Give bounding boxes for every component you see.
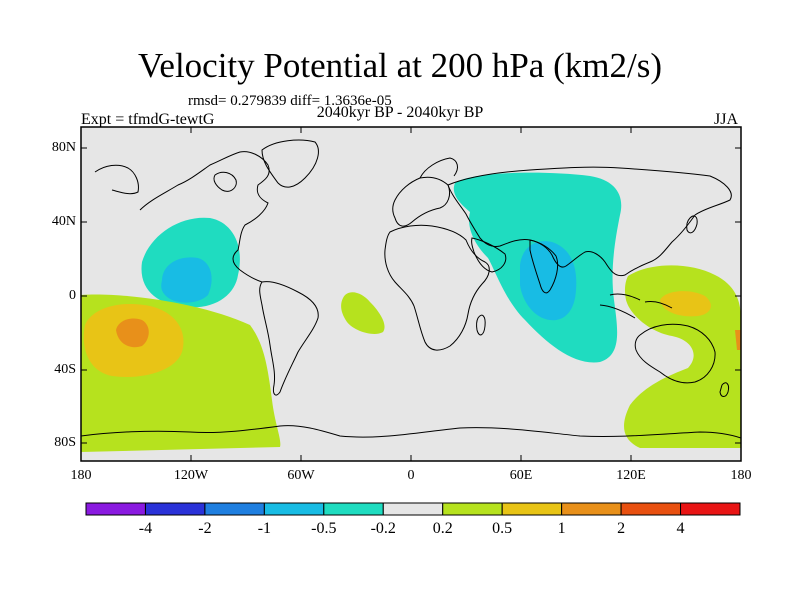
coast-asia <box>447 166 732 277</box>
lat-label: 40S <box>54 362 76 377</box>
coast-north-america <box>139 151 270 283</box>
stats-text: rmsd= 0.279839 diff= 1.3636e-05 <box>188 93 392 109</box>
colorbar-swatch <box>204 502 265 516</box>
coast-india <box>529 239 559 294</box>
colorbar <box>85 502 741 516</box>
colorbar-label: -2 <box>198 520 212 537</box>
axis-ticks <box>81 127 741 461</box>
coast-new-zealand <box>719 382 729 397</box>
colorbar-swatch <box>85 502 146 516</box>
coast-arabia <box>471 237 507 273</box>
contour-pos-edge <box>735 330 741 350</box>
contour-neg-indian-core <box>520 241 577 321</box>
colorbar-label: 0.2 <box>432 520 453 537</box>
colorbar-swatch <box>442 502 503 516</box>
colorbar-label: 0.5 <box>492 520 513 537</box>
coast-antarctica <box>81 425 741 439</box>
colorbar-swatch <box>382 502 444 516</box>
contour-pos-australia <box>624 265 741 448</box>
coast-madagascar <box>476 314 486 336</box>
lon-label: 60E <box>509 468 533 483</box>
coast-japan <box>686 215 698 234</box>
contour-pos-pacific-core <box>116 318 149 348</box>
lon-label: 120W <box>173 468 209 483</box>
coast-africa <box>384 224 490 351</box>
colorbar-label: 1 <box>557 520 566 537</box>
experiment-label: Expt = tfmdG-tewtG <box>81 111 215 128</box>
coast-alaska <box>94 164 139 195</box>
colorbar-swatch <box>561 502 622 516</box>
colorbar-label: -0.5 <box>311 520 337 537</box>
contour-pos-pacific-warm <box>660 291 711 317</box>
colorbar-swatch <box>680 502 741 516</box>
colorbar-label: 4 <box>676 520 685 537</box>
colorbar-swatch <box>323 502 384 516</box>
colorbar-swatch <box>620 502 682 516</box>
lon-label: 180 <box>730 468 752 483</box>
plot-title: Velocity Potential at 200 hPa (km2/s) <box>138 46 662 85</box>
lon-label: 120E <box>616 468 646 483</box>
season-label: JJA <box>714 111 739 128</box>
colorbar-label: -4 <box>138 520 153 537</box>
coast-hudson <box>213 171 237 192</box>
lat-label: 80S <box>54 435 76 450</box>
lat-label: 0 <box>69 288 76 303</box>
coast-australia <box>634 323 716 384</box>
coastlines <box>81 139 741 439</box>
lat-label: 40N <box>51 214 76 229</box>
colorbar-label: -0.2 <box>370 520 396 537</box>
coast-indonesia <box>599 293 673 319</box>
colorbar-swatch <box>263 502 325 516</box>
lon-label: 0 <box>407 468 415 483</box>
lon-label: 180 <box>70 468 92 483</box>
colorbar-label: 2 <box>617 520 626 537</box>
period-label: 2040kyr BP - 2040kyr BP <box>316 104 484 121</box>
colorbar-label: -1 <box>257 520 272 537</box>
contour-pos-atlantic <box>341 292 385 334</box>
coast-scandinavia <box>419 157 458 179</box>
colorbar-swatch <box>144 502 206 516</box>
contour-fills <box>81 139 741 452</box>
colorbar-swatch <box>501 502 563 516</box>
lat-label: 80N <box>51 140 76 155</box>
lon-label: 60W <box>287 468 315 483</box>
contour-neg-east-pacific-core <box>161 257 212 303</box>
coast-greenland <box>261 139 319 188</box>
coast-south-america <box>259 281 319 396</box>
